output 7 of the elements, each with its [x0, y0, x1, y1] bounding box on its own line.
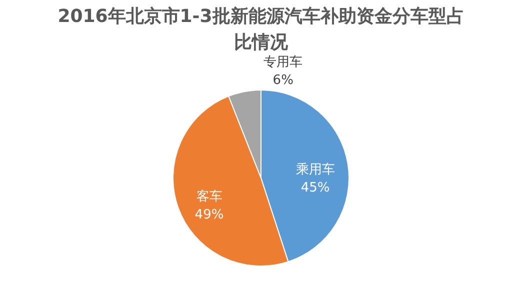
- slice-label: 专用车: [264, 55, 303, 70]
- slice-label: 客车: [196, 188, 222, 205]
- chart-title: 2016年北京市1-3批新能源汽车补助资金分车型占比情况: [58, 6, 464, 53]
- slice-label: 乘用车: [296, 162, 335, 178]
- data-label: 6%: [272, 73, 294, 88]
- data-label: 49%: [194, 208, 224, 223]
- data-label: 45%: [300, 180, 330, 196]
